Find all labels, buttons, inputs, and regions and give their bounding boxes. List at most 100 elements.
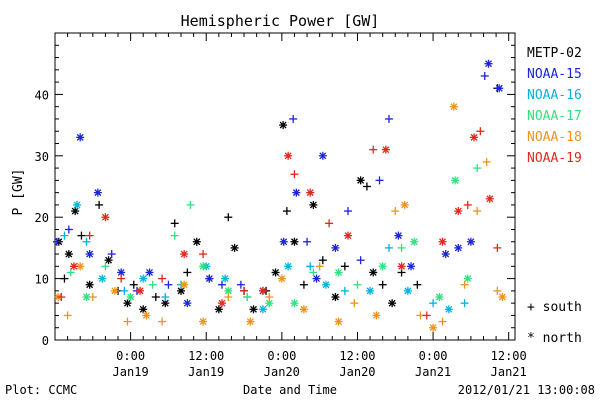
data-point-noaa-15 <box>76 133 85 142</box>
data-point-noaa-18 <box>315 262 324 271</box>
x-tick-label-date: Jan19 <box>113 365 149 379</box>
data-point-noaa-17 <box>126 293 135 302</box>
data-point-noaa-16 <box>73 200 82 209</box>
data-point-noaa-17 <box>170 231 179 240</box>
data-point-metp-02 <box>104 256 113 265</box>
x-tick-label-time: 0:00 <box>116 349 145 363</box>
data-point-noaa-18 <box>350 299 359 308</box>
data-point-noaa-17 <box>397 243 406 252</box>
data-point-noaa-19 <box>158 274 167 283</box>
data-point-noaa-19 <box>284 151 293 160</box>
data-point-noaa-19 <box>344 231 353 240</box>
data-point-noaa-19 <box>180 250 189 259</box>
data-point-noaa-16 <box>139 274 148 283</box>
data-point-metp-02 <box>249 305 258 314</box>
data-point-noaa-19 <box>325 219 334 228</box>
data-point-metp-02 <box>388 299 397 308</box>
data-point-noaa-19 <box>240 286 249 295</box>
data-point-noaa-16 <box>340 286 349 295</box>
data-point-noaa-16 <box>98 274 107 283</box>
data-point-noaa-16 <box>60 231 69 240</box>
data-point-noaa-17 <box>435 293 444 302</box>
data-point-noaa-15 <box>52 237 61 246</box>
data-point-noaa-16 <box>221 274 230 283</box>
data-point-metp-02 <box>282 207 291 216</box>
data-point-noaa-15 <box>183 299 192 308</box>
legend-entry-noaa-15: NOAA-15 <box>527 67 582 82</box>
data-point-noaa-15 <box>384 114 393 123</box>
data-point-metp-02 <box>77 231 86 240</box>
data-point-metp-02 <box>362 182 371 191</box>
plot-credit: Plot: CCMC <box>5 383 77 397</box>
data-point-noaa-15 <box>441 250 450 259</box>
data-point-metp-02 <box>123 299 132 308</box>
x-tick-label-date: Jan21 <box>491 365 527 379</box>
data-point-noaa-18 <box>199 317 208 326</box>
data-point-noaa-18 <box>277 274 286 283</box>
data-point-noaa-15 <box>466 237 475 246</box>
data-point-metp-02 <box>230 243 239 252</box>
data-point-noaa-18 <box>88 293 97 302</box>
data-point-metp-02 <box>340 262 349 271</box>
y-axis-label: P [GW] <box>11 169 26 216</box>
data-point-metp-02 <box>151 293 160 302</box>
data-point-noaa-18 <box>449 102 458 111</box>
data-point-noaa-17 <box>353 280 362 289</box>
legend-entry-metp-02: METP-02 <box>527 46 582 61</box>
data-point-noaa-15 <box>344 207 353 216</box>
data-point-metp-02 <box>64 250 73 259</box>
data-point-noaa-16 <box>120 286 129 295</box>
data-point-noaa-15 <box>484 59 493 68</box>
data-point-noaa-19 <box>470 133 479 142</box>
data-point-noaa-19 <box>217 299 226 308</box>
data-point-noaa-15 <box>292 188 301 197</box>
x-tick-label-time: 12:00 <box>491 349 527 363</box>
data-point-noaa-16 <box>460 299 469 308</box>
data-point-metp-02 <box>413 280 422 289</box>
data-point-noaa-15 <box>394 231 403 240</box>
data-point-noaa-18 <box>429 323 438 332</box>
data-point-noaa-15 <box>454 243 463 252</box>
data-point-noaa-19 <box>199 250 208 259</box>
data-point-noaa-18 <box>391 207 400 216</box>
data-point-noaa-18 <box>299 305 308 314</box>
data-point-metp-02 <box>85 280 94 289</box>
data-point-noaa-15 <box>480 71 489 80</box>
data-point-noaa-18 <box>110 286 119 295</box>
marker-legend-north: * north <box>527 331 582 346</box>
data-point-metp-02 <box>271 268 280 277</box>
data-point-metp-02 <box>299 280 308 289</box>
data-point-metp-02 <box>95 200 104 209</box>
data-point-noaa-17 <box>224 286 233 295</box>
data-point-noaa-15 <box>312 274 321 283</box>
data-point-metp-02 <box>369 268 378 277</box>
data-point-metp-02 <box>214 305 223 314</box>
data-point-metp-02 <box>129 280 138 289</box>
data-point-noaa-18 <box>372 311 381 320</box>
data-point-noaa-17 <box>473 164 482 173</box>
data-point-noaa-18 <box>438 317 447 326</box>
data-point-noaa-16 <box>366 286 375 295</box>
legend-entry-noaa-18: NOAA-18 <box>527 130 582 145</box>
data-point-noaa-15 <box>217 280 226 289</box>
data-point-noaa-19 <box>476 127 485 136</box>
data-point-noaa-18 <box>482 157 491 166</box>
chart-title: Hemispheric Power [GW] <box>181 12 380 30</box>
data-point-noaa-19 <box>69 262 78 271</box>
x-tick-label-time: 12:00 <box>188 349 224 363</box>
data-point-noaa-17 <box>101 262 110 271</box>
data-point-noaa-15 <box>495 84 504 93</box>
data-point-metp-02 <box>279 121 288 130</box>
data-point-noaa-17 <box>463 274 472 283</box>
x-tick-label-time: 0:00 <box>267 349 296 363</box>
data-point-noaa-17 <box>199 262 208 271</box>
x-tick-label-date: Jan19 <box>188 365 224 379</box>
data-point-noaa-17 <box>66 268 75 277</box>
data-point-noaa-15 <box>318 151 327 160</box>
data-point-noaa-18 <box>265 293 274 302</box>
data-point-noaa-19 <box>381 145 390 154</box>
y-tick-label: 20 <box>35 211 49 225</box>
legend-entry-noaa-19: NOAA-19 <box>527 151 582 166</box>
data-point-noaa-19 <box>454 207 463 216</box>
